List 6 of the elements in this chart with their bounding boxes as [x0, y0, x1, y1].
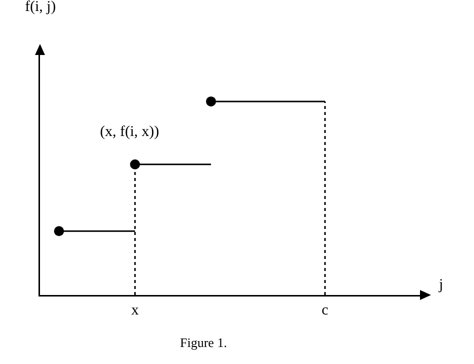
x-axis-title: j — [438, 277, 444, 293]
x-tick-label: c — [322, 302, 329, 318]
annotation: (x, f(i, x)) — [100, 124, 160, 140]
text: f(i, j) — [25, 0, 56, 15]
caption: Figure 1. — [180, 335, 227, 350]
x-tick-label: x — [131, 302, 140, 318]
